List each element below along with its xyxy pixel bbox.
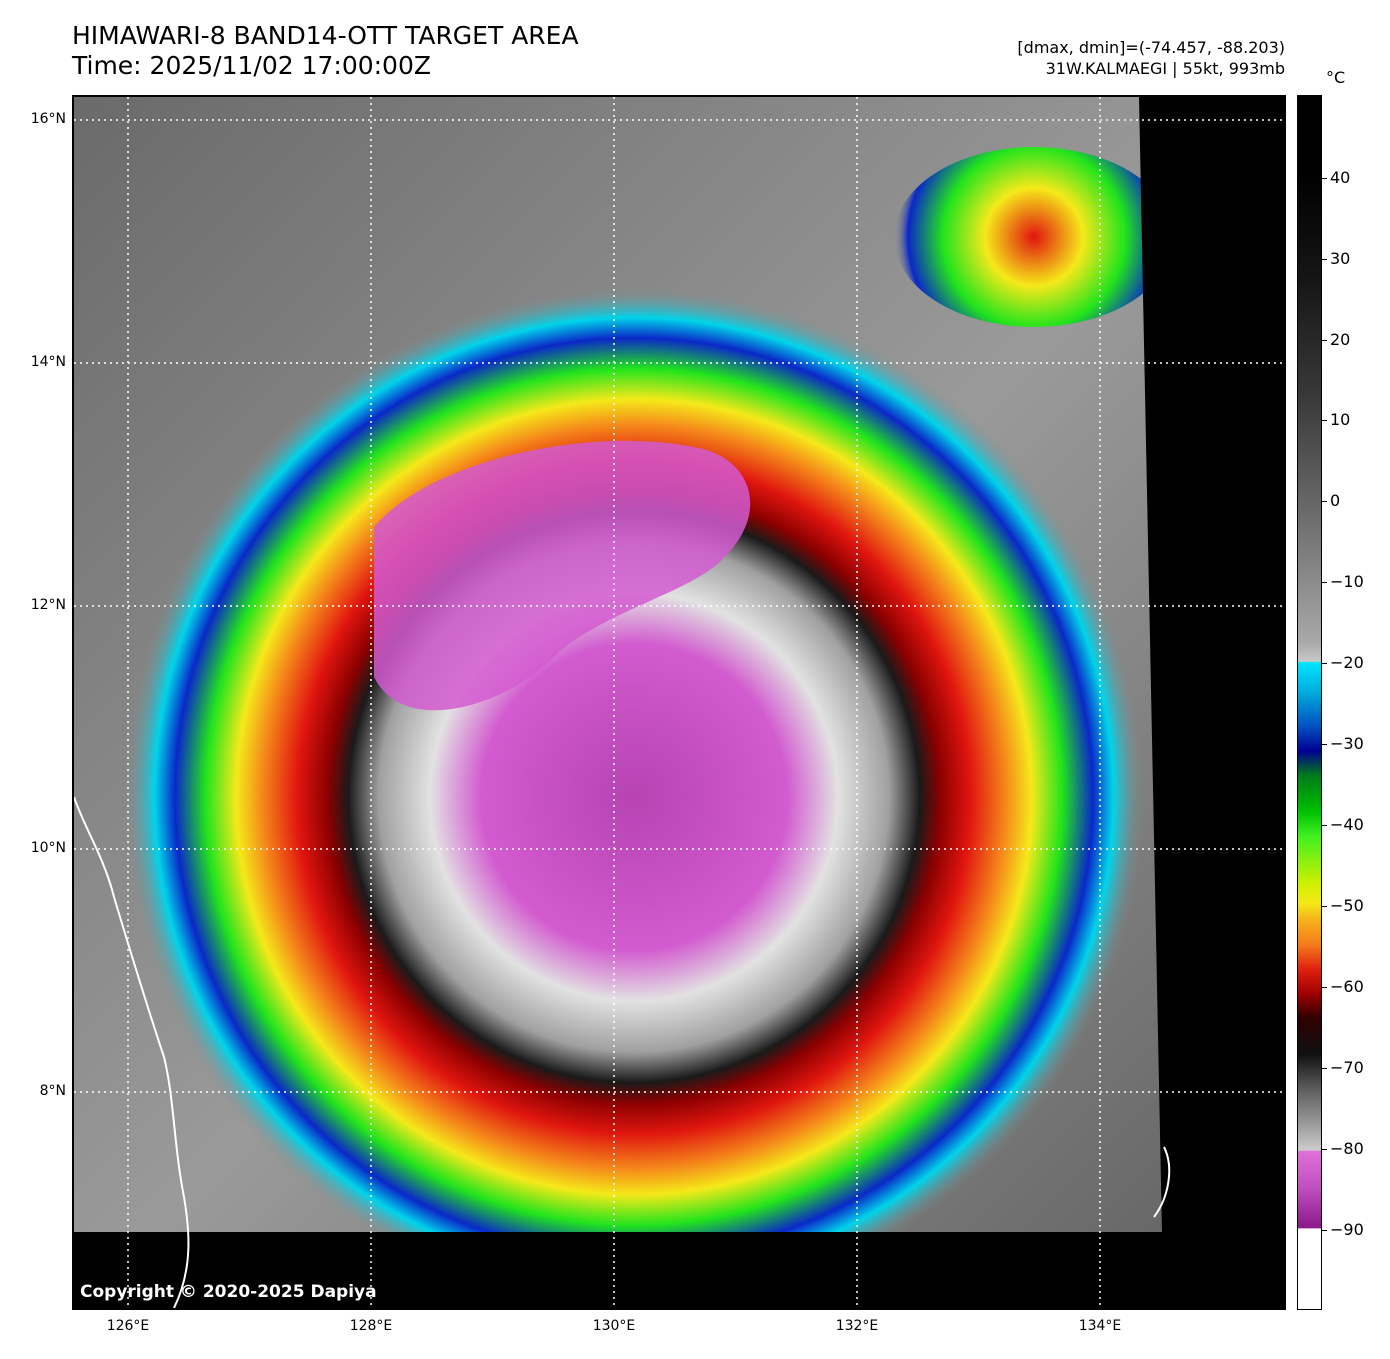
colorbar-tick [1322, 582, 1327, 583]
colorbar-tick [1322, 825, 1327, 826]
colorbar-label: −40 [1330, 815, 1364, 834]
colorbar-tick [1322, 340, 1327, 341]
colorbar-tick [1322, 906, 1327, 907]
lat-label-8n: 8°N [39, 1083, 66, 1099]
colorbar-tick [1322, 1230, 1327, 1231]
satellite-map: Copyright © 2020-2025 Dapiya [72, 95, 1286, 1310]
colorbar-unit: °C [1326, 68, 1346, 87]
storm-info: 31W.KALMAEGI | 55kt, 993mb [1045, 59, 1285, 78]
colorbar-label: 0 [1330, 491, 1341, 510]
colorbar-label: 10 [1330, 410, 1351, 429]
colorbar-tick [1322, 1068, 1327, 1069]
colorbar-label: −20 [1330, 653, 1364, 672]
colorbar-label: −50 [1330, 896, 1364, 915]
lat-label-16n: 16°N [30, 111, 66, 127]
colorbar-label: −90 [1330, 1220, 1364, 1239]
copyright-text: Copyright © 2020-2025 Dapiya [80, 1282, 377, 1302]
colorbar-label: −30 [1330, 734, 1364, 753]
lat-label-14n: 14°N [30, 354, 66, 370]
colorbar-tick [1322, 663, 1327, 664]
data-range: [dmax, dmin]=(-74.457, -88.203) [1017, 38, 1285, 57]
lat-label-10n: 10°N [30, 840, 66, 856]
lon-label-128e: 128°E [349, 1318, 393, 1334]
map-time: Time: 2025/11/02 17:00:00Z [72, 51, 431, 80]
colorbar-label: −80 [1330, 1139, 1364, 1158]
colorbar-label: 30 [1330, 249, 1351, 268]
lon-label-132e: 132°E [835, 1318, 879, 1334]
colorbar-label: −10 [1330, 572, 1364, 591]
colorbar-label: 20 [1330, 330, 1351, 349]
colorbar-label: 40 [1330, 168, 1351, 187]
colorbar-label: −60 [1330, 977, 1364, 996]
lon-label-126e: 126°E [106, 1318, 150, 1334]
map-title: HIMAWARI-8 BAND14-OTT TARGET AREA [72, 21, 579, 50]
lat-label-12n: 12°N [30, 597, 66, 613]
colorbar-tick [1322, 501, 1327, 502]
colorbar-tick [1322, 178, 1327, 179]
colorbar [1297, 95, 1322, 1310]
colorbar-tick [1322, 744, 1327, 745]
lon-label-134e: 134°E [1078, 1318, 1122, 1334]
lon-label-130e: 130°E [592, 1318, 636, 1334]
colorbar-tick [1322, 420, 1327, 421]
colorbar-label: −70 [1330, 1058, 1364, 1077]
colorbar-tick [1322, 259, 1327, 260]
colorbar-tick [1322, 987, 1327, 988]
colorbar-tick [1322, 1149, 1327, 1150]
satellite-imagery [74, 97, 1284, 1308]
